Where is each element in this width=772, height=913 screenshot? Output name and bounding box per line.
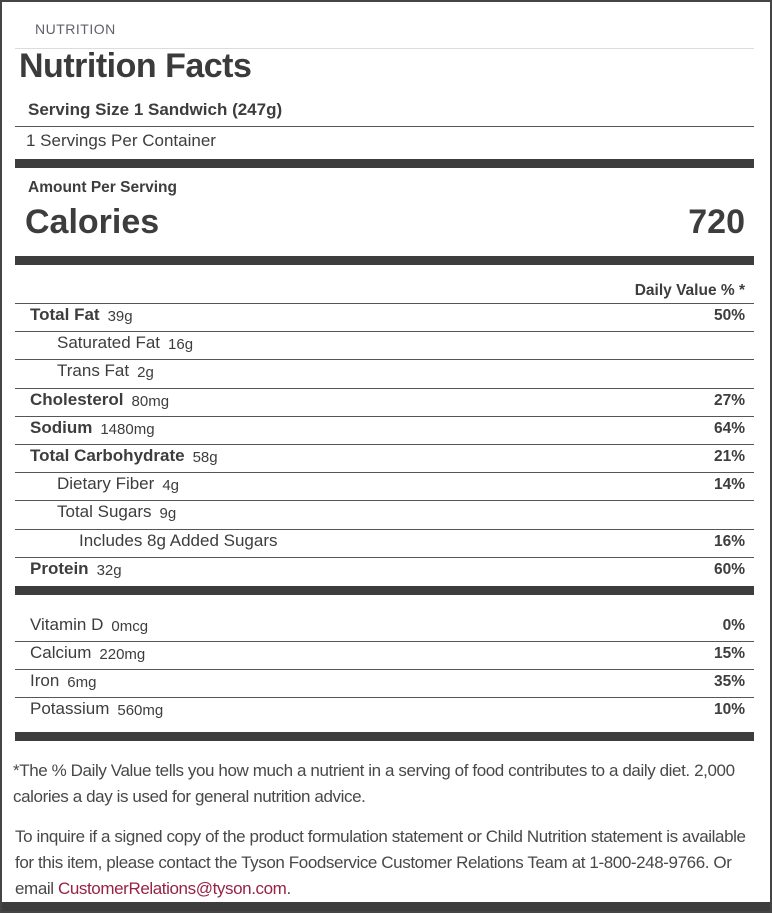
nutrient-amount: 1480mg [100,420,155,438]
vitamin-name: Potassium [30,699,110,719]
vitamin-amount: 6mg [67,674,97,692]
nutrient-row: Sodium 1480mg 64% [15,417,754,445]
nutrient-row: Includes 8g Added Sugars 16% [15,530,754,558]
nutrient-row: Protein 32g 60% [15,558,754,586]
serving-size: Serving Size 1 Sandwich (247g) [28,100,283,119]
nutrient-dv: 21% [713,447,745,465]
nutrient-name: Total Sugars [57,502,152,522]
email-link[interactable]: CustomerRelations@tyson.com [57,878,287,898]
vitamin-row: Calcium 220mg 15% [15,642,754,671]
vitamin-dv: 0% [722,616,745,634]
vitamin-row: Vitamin D 0mcg 0% [15,614,754,643]
nutrient-row: Total Sugars 9g [15,501,754,530]
nutrient-dv: 50% [713,307,745,324]
vitamin-amount: 560mg [117,702,164,720]
contact-line-prefix: email [15,878,58,898]
amount-per-serving-label: Amount Per Serving [28,179,177,196]
contact-paragraph: To inquire if a signed copy of the produ… [15,824,754,902]
header-divider [15,48,754,49]
nutrient-name: Total Carbohydrate [30,445,185,465]
vitamin-name: Calcium [30,643,92,663]
contact-line-suffix: . [286,878,291,898]
bottom-bar [2,902,770,911]
section-bar [15,585,754,595]
calories-value: 720 [688,203,745,241]
vitamin-table: Vitamin D 0mcg 0% Calcium 220mg 15% Iron… [15,614,754,727]
calories-label: Calories [25,203,160,241]
vitamin-row: Potassium 560mg 10% [15,698,754,726]
nutrient-row: Dietary Fiber 4g 14% [15,473,754,502]
vitamin-dv: 15% [713,645,745,663]
nutrient-dv: 16% [713,532,745,550]
contact-line: To inquire if a signed copy of the produ… [15,826,746,846]
vitamin-dv: 35% [713,673,745,691]
nutrient-dv: 60% [713,560,745,578]
nutrient-dv: 14% [713,476,745,494]
section-bar [15,256,754,265]
nutrient-amount: 32g [96,561,122,579]
nutrient-name: Trans Fat [57,361,130,381]
nutrient-amount: 58g [192,448,218,466]
footnote-line: *The % Daily Value tells you how much a … [13,760,735,780]
daily-value-header: Daily Value % * [634,282,745,299]
section-heading: NUTRITION [35,21,116,37]
nutrient-name: Saturated Fat [57,333,161,353]
nutrient-table: Total Fat 39g 50% Saturated Fat 16g Tran… [15,303,754,586]
contact-line: for this item, please contact the Tyson … [15,852,732,872]
daily-value-footnote: *The % Daily Value tells you how much a … [13,758,754,810]
nutrient-amount: 39g [107,308,133,325]
nutrient-row: Trans Fat 2g [15,360,754,389]
vitamin-name: Vitamin D [30,614,104,634]
section-bar [15,731,754,741]
nutrient-row: Total Carbohydrate 58g 21% [15,445,754,474]
nutrient-name: Dietary Fiber [57,474,155,494]
footnote-line: calories a day is used for general nutri… [13,786,366,806]
nutrient-amount: 4g [162,477,179,495]
nutrient-name: Total Fat [30,305,100,324]
vitamin-name: Iron [30,671,60,691]
nutrient-dv: 64% [713,419,745,437]
contact-line: email CustomerRelations@tyson.com. [15,876,754,902]
nutrient-amount: 9g [159,505,177,523]
nutrient-name: Cholesterol [30,389,124,409]
label-content: NUTRITION Nutrition Facts Serving Size 1… [13,2,754,902]
servings-per-container: 1 Servings Per Container [26,131,216,150]
nutrient-amount: 2g [137,364,154,382]
nutrient-row: Total Fat 39g 50% [15,304,754,333]
vitamin-amount: 0mcg [111,617,149,635]
nutrient-dv: 27% [713,391,745,409]
page-title: Nutrition Facts [19,47,252,85]
vitamin-dv: 10% [713,701,745,719]
vitamin-row: Iron 6mg 35% [15,670,754,699]
calories-row: Calories 720 [15,204,754,240]
nutrient-amount: 16g [168,336,194,354]
nutrient-name: Sodium [30,417,93,437]
nutrient-row: Saturated Fat 16g [15,332,754,361]
serving-divider [15,126,754,127]
nutrient-name: Includes 8g Added Sugars [79,530,278,550]
nutrient-amount: 80mg [131,392,170,410]
nutrient-name: Protein [30,558,89,578]
vitamin-amount: 220mg [99,646,146,664]
section-bar [15,159,754,168]
nutrient-row: Cholesterol 80mg 27% [15,389,754,417]
